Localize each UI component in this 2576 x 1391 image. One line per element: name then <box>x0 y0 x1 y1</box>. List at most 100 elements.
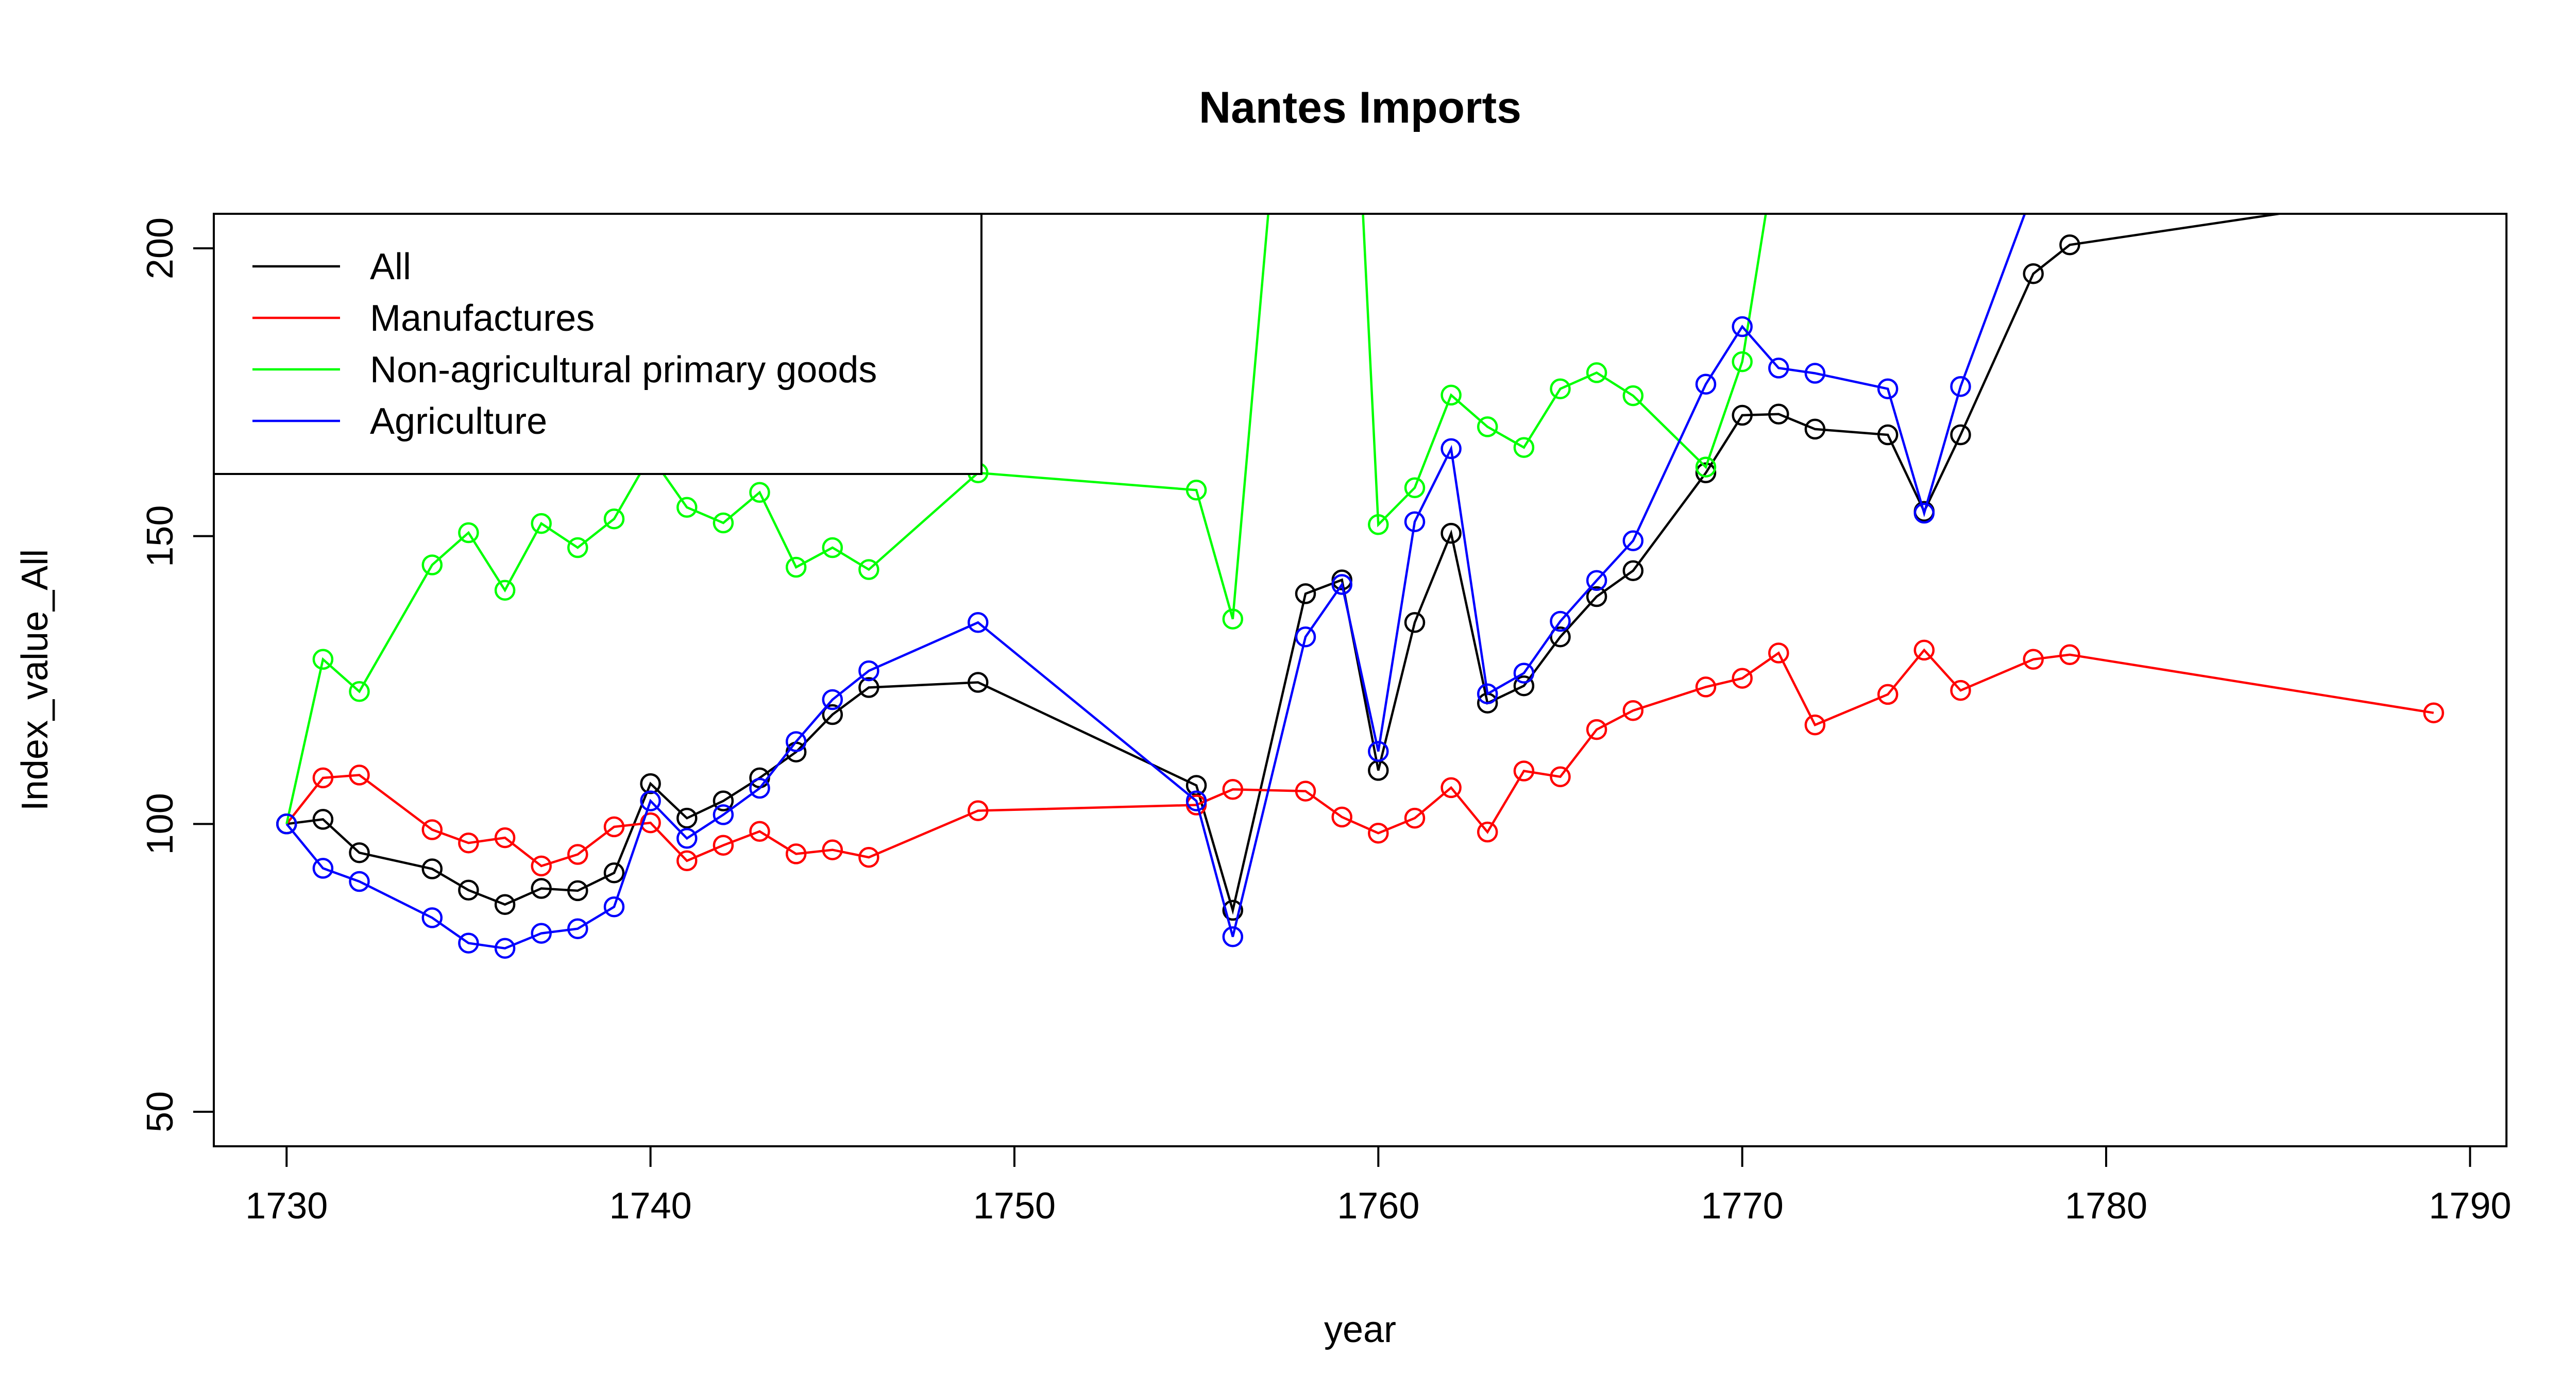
data-point-0-11 <box>713 790 734 811</box>
data-point-1-2 <box>349 765 370 786</box>
data-point-1-23 <box>1440 777 1462 799</box>
data-point-0-22 <box>1404 612 1426 633</box>
data-point-2-30 <box>1732 351 1753 372</box>
data-point-1-11 <box>713 835 734 856</box>
data-point-0-10 <box>676 807 698 829</box>
data-point-3-4 <box>458 932 479 954</box>
data-point-2-10 <box>676 497 698 518</box>
data-point-1-30 <box>1732 668 1753 689</box>
data-point-1-25 <box>1513 760 1535 782</box>
data-point-2-3 <box>421 554 443 575</box>
data-point-3-6 <box>531 923 552 944</box>
data-point-3-0 <box>276 813 297 835</box>
data-point-0-1 <box>312 809 334 830</box>
data-point-3-7 <box>567 918 588 939</box>
data-point-1-20 <box>1331 806 1352 828</box>
data-point-1-4 <box>458 832 479 854</box>
data-point-3-36 <box>2024 181 2043 200</box>
y-tick-label-2: 150 <box>140 505 181 567</box>
x-tick-label-6: 1790 <box>2429 1185 2511 1227</box>
series-0 <box>276 181 2443 921</box>
data-point-3-26 <box>1550 610 1571 632</box>
data-point-1-13 <box>785 843 807 864</box>
x-tick-label-0: 1730 <box>245 1185 328 1227</box>
legend: All Manufactures Non-agricultural primary … <box>213 213 982 475</box>
data-point-2-27 <box>1586 362 1607 383</box>
data-point-1-27 <box>1586 719 1607 740</box>
data-point-1-9 <box>640 812 661 834</box>
data-point-0-5 <box>494 894 516 915</box>
legend-label-3: Agriculture <box>370 401 547 442</box>
data-point-0-30 <box>1732 404 1753 426</box>
data-point-3-1 <box>312 858 334 879</box>
data-point-2-26 <box>1550 378 1571 399</box>
data-point-0-31 <box>1768 403 1789 425</box>
data-point-3-33 <box>1877 378 1899 399</box>
data-point-1-3 <box>421 819 443 840</box>
data-point-2-18 <box>1222 608 1244 630</box>
data-point-1-33 <box>1877 684 1899 705</box>
data-point-3-12 <box>749 777 770 799</box>
data-point-0-18 <box>1222 900 1244 921</box>
data-point-3-34 <box>1913 502 1935 524</box>
series-line-1 <box>285 648 2434 868</box>
y-tick-label-1: 100 <box>140 793 181 855</box>
y-tick-label-3: 200 <box>140 217 181 279</box>
data-point-1-24 <box>1477 821 1498 843</box>
data-point-1-31 <box>1768 642 1789 664</box>
data-point-3-30 <box>1732 316 1753 337</box>
data-point-2-21 <box>1368 514 1389 535</box>
data-point-2-31 <box>1769 124 1788 143</box>
data-point-3-2 <box>349 871 370 892</box>
data-point-0-14 <box>822 704 843 725</box>
data-point-3-32 <box>1804 363 1826 384</box>
data-point-2-23 <box>1440 384 1462 406</box>
data-point-3-27 <box>1586 570 1607 591</box>
data-point-1-35 <box>1950 680 1971 701</box>
data-point-2-12 <box>749 482 770 503</box>
data-point-3-16 <box>968 612 989 633</box>
data-point-0-38 <box>2425 181 2443 200</box>
y-axis-label: Index_value_All <box>14 549 56 811</box>
data-point-1-21 <box>1368 822 1389 844</box>
data-point-1-36 <box>2023 649 2044 670</box>
chart-title: Nantes Imports <box>1199 83 1521 132</box>
data-point-1-38 <box>2423 702 2444 723</box>
data-point-1-37 <box>2059 644 2080 666</box>
data-point-0-37 <box>2059 234 2080 256</box>
data-point-1-1 <box>312 767 334 789</box>
data-point-0-35 <box>1950 424 1971 446</box>
data-point-0-25 <box>1513 675 1535 697</box>
data-point-3-21 <box>1368 741 1389 762</box>
data-point-1-14 <box>822 839 843 860</box>
x-tick-label-3: 1760 <box>1337 1185 1419 1227</box>
data-point-0-16 <box>968 672 989 693</box>
data-point-0-6 <box>531 878 552 899</box>
data-point-1-12 <box>749 821 770 842</box>
data-point-2-7 <box>567 537 588 558</box>
data-point-2-22 <box>1404 477 1426 499</box>
data-point-3-22 <box>1404 511 1426 532</box>
data-point-1-34 <box>1913 639 1935 661</box>
data-point-2-5 <box>494 580 516 601</box>
data-point-0-3 <box>421 858 443 879</box>
data-point-3-8 <box>603 896 625 918</box>
data-point-2-24 <box>1477 416 1498 437</box>
data-point-3-25 <box>1513 663 1535 684</box>
data-point-0-4 <box>458 879 479 901</box>
data-point-1-6 <box>531 855 552 877</box>
x-axis-label: year <box>1324 1309 1396 1350</box>
data-point-0-33 <box>1877 424 1899 446</box>
data-point-0-36 <box>2023 263 2044 284</box>
series-layer <box>276 124 2444 959</box>
data-point-1-10 <box>676 850 698 872</box>
series-2 <box>276 124 1788 835</box>
data-point-1-8 <box>603 816 625 838</box>
x-tick-label-2: 1750 <box>973 1185 1056 1227</box>
data-point-1-29 <box>1695 676 1717 698</box>
legend-label-0: All <box>370 246 411 287</box>
x-tick-label-1: 1740 <box>609 1185 692 1227</box>
data-point-0-26 <box>1550 626 1571 648</box>
data-point-3-17 <box>1185 790 1207 811</box>
data-point-3-11 <box>713 804 734 825</box>
